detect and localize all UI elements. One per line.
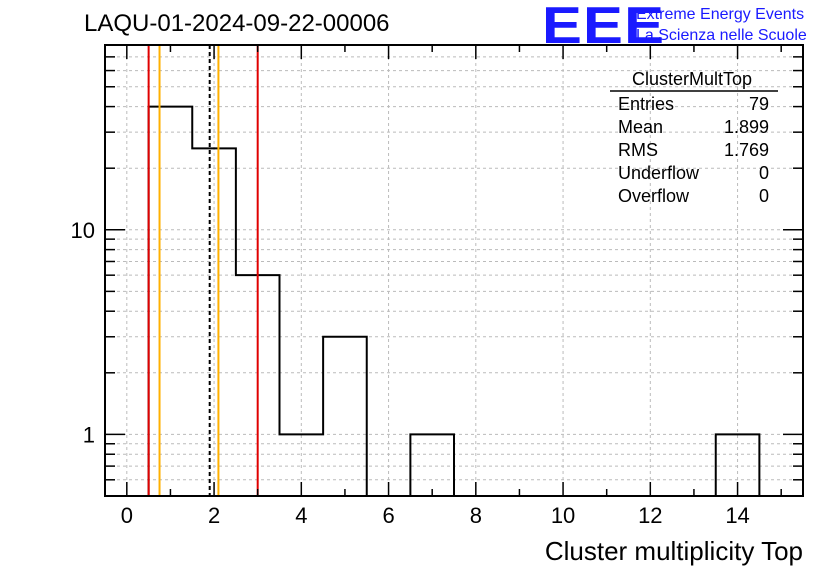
stats-row-label: Entries bbox=[618, 94, 674, 114]
stats-box: ClusterMultTop Entries 79 Mean 1.899 RMS 1.769… bbox=[610, 69, 778, 206]
stats-row-value: 0 bbox=[759, 163, 769, 183]
x-tick-label: 4 bbox=[295, 503, 307, 528]
x-tick-label: 12 bbox=[638, 503, 662, 528]
y-ticks bbox=[105, 56, 803, 481]
y-tick-label: 10 bbox=[71, 218, 95, 243]
plot-frame bbox=[104, 44, 804, 497]
x-axis-label: Cluster multiplicity Top bbox=[545, 536, 803, 566]
stats-name: ClusterMultTop bbox=[632, 69, 752, 89]
stats-row-label: Underflow bbox=[618, 163, 700, 183]
x-tick-label: 6 bbox=[382, 503, 394, 528]
eee-logo-caption: Extreme Energy Events La Scienza nelle S… bbox=[636, 4, 807, 46]
x-tick-label: 0 bbox=[121, 503, 133, 528]
histogram-bin bbox=[192, 148, 236, 496]
stats-row-value: 1.769 bbox=[724, 140, 769, 160]
eee-logo-line2: La Scienza nelle Scuole bbox=[636, 27, 807, 44]
x-ticks bbox=[126, 45, 782, 496]
histogram-bin bbox=[323, 337, 367, 496]
stats-row-label: Mean bbox=[618, 117, 663, 137]
eee-logo-line1: Extreme Energy Events bbox=[636, 6, 805, 23]
stats-row-label: RMS bbox=[618, 140, 658, 160]
chart-title: LAQU-01-2024-09-22-00006 bbox=[84, 10, 390, 37]
y-tick-label: 1 bbox=[83, 422, 95, 447]
stats-row-value: 1.899 bbox=[724, 117, 769, 137]
stats-row-value: 79 bbox=[749, 94, 769, 114]
histogram-bin bbox=[410, 434, 454, 496]
histogram-bin bbox=[149, 107, 193, 496]
x-tick-label: 2 bbox=[208, 503, 220, 528]
x-tick-label: 14 bbox=[725, 503, 749, 528]
stats-row-label: Overflow bbox=[618, 186, 690, 206]
x-tick-label: 10 bbox=[551, 503, 575, 528]
x-tick-label: 8 bbox=[470, 503, 482, 528]
stats-row-value: 0 bbox=[759, 186, 769, 206]
